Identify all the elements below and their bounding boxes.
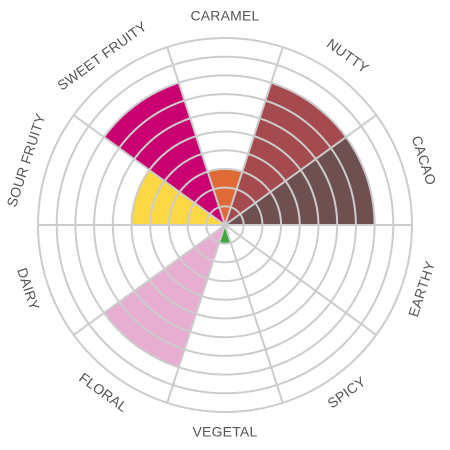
wedge-caramel [207,168,243,225]
grid-spoke [73,224,226,336]
category-label-sour-fruity: SOUR FRUITY [3,111,48,209]
wedge-vegetal [219,225,231,244]
grid-group [37,37,413,413]
grid-spoke [166,224,226,404]
grid-spoke [224,224,284,404]
category-label-vegetal: VEGETAL [193,424,258,440]
grid-spoke [224,114,377,226]
grid-spoke [224,224,377,336]
wedge-sour-fruity [131,170,225,225]
category-label-floral: FLORAL [76,369,130,415]
grid-spoke [166,46,226,226]
category-label-cacao: CACAO [409,134,440,187]
category-label-caramel: CARAMEL [190,8,259,24]
category-label-earthy: EARTHY [405,259,438,319]
grid-spoke [73,114,226,226]
category-label-dairy: DAIRY [14,266,43,313]
grid-spoke [224,46,284,226]
